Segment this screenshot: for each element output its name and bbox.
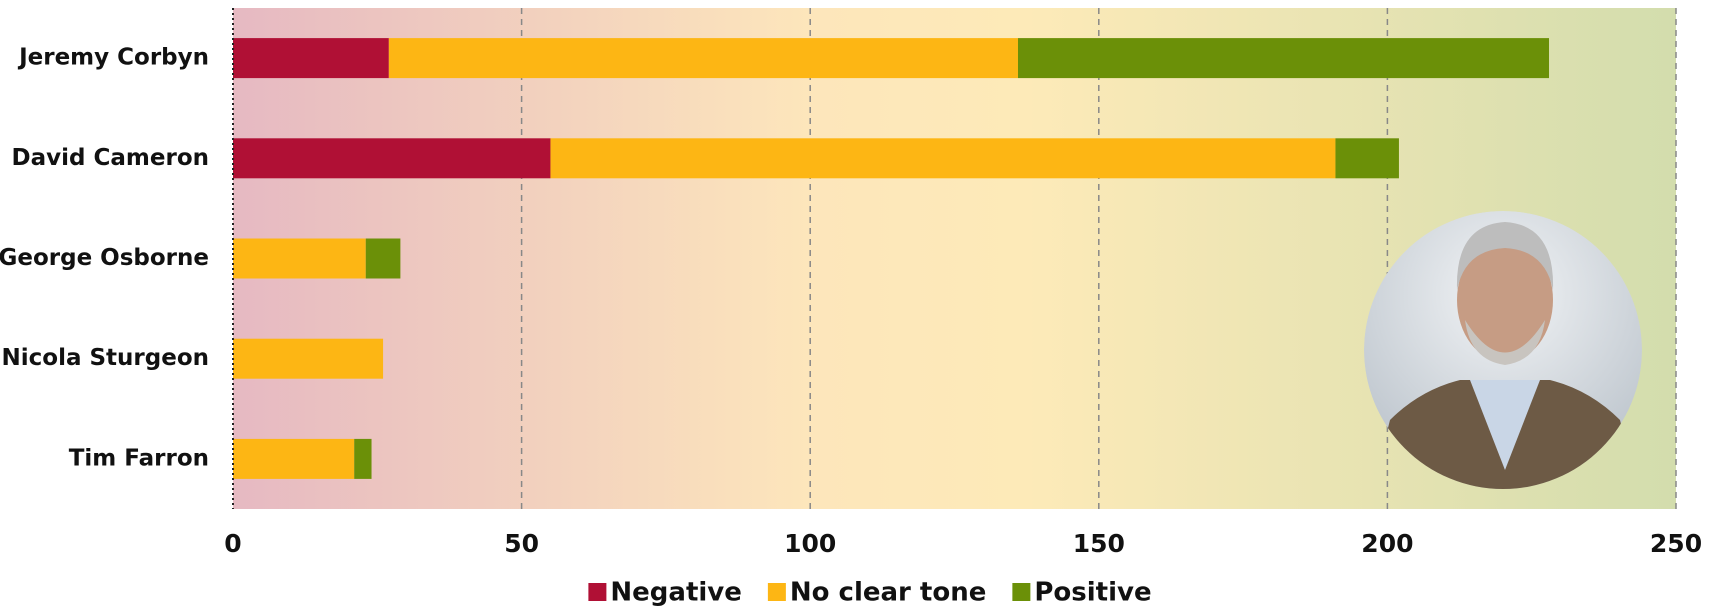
bar-segment — [233, 338, 384, 379]
bar-segment — [1017, 38, 1550, 79]
bars — [233, 38, 1550, 479]
x-tick-label: 0 — [224, 529, 241, 558]
legend: Negative No clear tone Positive — [588, 578, 1152, 608]
bar-segment — [354, 438, 372, 479]
legend-label: Negative — [610, 578, 741, 608]
x-tick-label: 150 — [1073, 529, 1125, 558]
legend-label: Positive — [1034, 578, 1151, 608]
y-tick-label: Tim Farron — [69, 445, 209, 471]
x-tick-label: 100 — [784, 529, 836, 558]
legend-swatch — [1012, 583, 1031, 601]
y-tick-label: David Cameron — [12, 145, 209, 171]
bar-segment — [233, 438, 355, 479]
x-tick-label: 50 — [504, 529, 539, 558]
bar-segment — [233, 238, 366, 279]
y-tick-label: George Osborne — [0, 245, 209, 271]
bar-segment — [233, 138, 551, 179]
bar-segment — [1335, 138, 1399, 179]
portrait-photo — [1364, 211, 1642, 489]
y-tick-label: Nicola Sturgeon — [2, 345, 210, 371]
y-tick-label: Jeremy Corbyn — [17, 45, 209, 71]
bar-segment — [388, 38, 1018, 79]
bar-segment — [365, 238, 401, 279]
legend-swatch — [588, 583, 607, 601]
bar-segment — [233, 38, 389, 79]
x-tick-label: 200 — [1361, 529, 1413, 558]
legend-swatch — [767, 583, 786, 601]
legend-label: No clear tone — [790, 578, 987, 608]
bar-segment — [550, 138, 1336, 179]
x-tick-label: 250 — [1650, 529, 1702, 558]
